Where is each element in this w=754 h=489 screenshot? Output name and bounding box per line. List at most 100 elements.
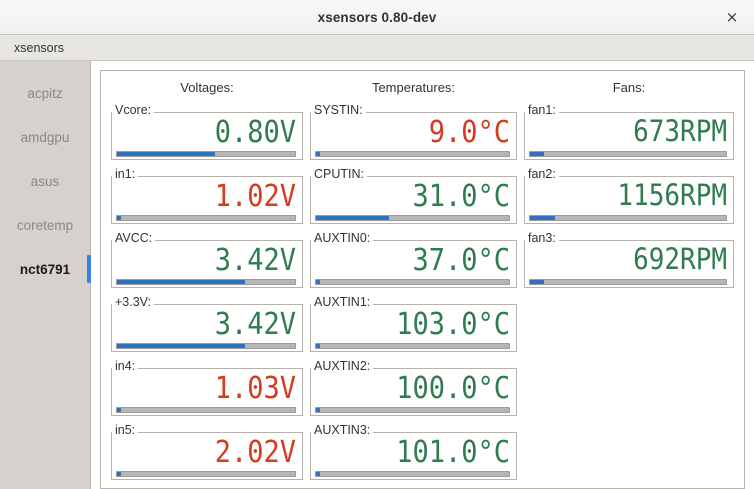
sensor-label: fan1:: [528, 103, 559, 117]
sidebar-item-amdgpu[interactable]: amdgpu: [0, 115, 90, 159]
sensor-readout-box: 101.0°C: [310, 432, 517, 480]
sidebar-item-coretemp[interactable]: coretemp: [0, 203, 90, 247]
sidebar-item-nct6791[interactable]: nct6791: [0, 247, 91, 291]
sensor-label: AUXTIN0:: [314, 231, 374, 245]
sensor-value-lcd: 31.0°C: [412, 179, 510, 214]
sensor-readout-box: 1.03V: [111, 368, 303, 416]
sensor-frame: CPUTIN: 31.0°C: [310, 167, 517, 224]
sensor-progress-bar: [315, 471, 510, 477]
sensor-progress-fill: [316, 280, 320, 284]
sensor-readout-box: 1.02V: [111, 176, 303, 224]
sensor-readout-box: 31.0°C: [310, 176, 517, 224]
sidebar-item-label: amdgpu: [20, 129, 70, 145]
sensor-label: AUXTIN1:: [314, 295, 374, 309]
sensor-label: in1:: [115, 167, 139, 181]
sensor-value-lcd: 673RPM: [633, 115, 727, 149]
sensor-frame: AUXTIN3: 101.0°C: [310, 423, 517, 480]
sensor-value-lcd: 1156RPM: [617, 179, 727, 213]
sensor-value-lcd: 0.80V: [214, 115, 296, 150]
sensor-progress-fill: [316, 344, 320, 348]
sensor-readout-box: 2.02V: [111, 432, 303, 480]
sensor-progress-bar: [529, 279, 727, 285]
column-header-temperatures: Temperatures:: [371, 80, 456, 95]
sidebar-item-label: asus: [30, 173, 60, 189]
sensor-label: AUXTIN3:: [314, 423, 374, 437]
sidebar-item-label: acpitz: [27, 85, 63, 101]
sensor-readout-box: 9.0°C: [310, 112, 517, 160]
sensor-progress-fill: [316, 472, 320, 476]
sensor-progress-bar: [116, 407, 296, 413]
sensor-label: AUXTIN2:: [314, 359, 374, 373]
sensor-frame: AUXTIN1: 103.0°C: [310, 295, 517, 352]
sensor-label: in6:: [115, 487, 139, 488]
sensor-progress-fill: [530, 152, 544, 156]
sensor-label: AVCC:: [115, 231, 156, 245]
sensor-frame: in1: 1.02V: [111, 167, 303, 224]
sensor-value-lcd: 103.0°C: [396, 307, 510, 342]
sensor-label: CPUTIN:: [314, 167, 367, 181]
sensor-frame: fan2: 1156RPM: [524, 167, 734, 224]
sensor-progress-bar: [315, 151, 510, 157]
sensor-progress-fill: [117, 280, 246, 284]
menu-item-xsensors[interactable]: xsensors: [14, 40, 65, 55]
sensor-progress-fill: [316, 216, 390, 220]
sensor-progress-bar: [116, 279, 296, 285]
sensor-readout-box: 673RPM: [524, 112, 734, 160]
column-fans: Fans: fan1: 673RPM fan2: 1156RPM fan3: 692RPM: [524, 77, 734, 488]
sensor-label: fan2:: [528, 167, 559, 181]
sensor-label: in5:: [115, 423, 139, 437]
sensor-frame: fan3: 692RPM: [524, 231, 734, 288]
sensor-progress-fill: [117, 216, 121, 220]
sensor-frame: in4: 1.03V: [111, 359, 303, 416]
sensor-progress-bar: [529, 151, 727, 157]
sensor-progress-bar: [116, 343, 296, 349]
sensor-progress-fill: [316, 408, 320, 412]
chip-sidebar: acpitz amdgpu asus coretemp nct6791: [0, 61, 91, 489]
sensor-value-lcd: 3.42V: [214, 243, 296, 278]
sensor-frame: AUXTIN0: 37.0°C: [310, 231, 517, 288]
sensor-progress-fill: [530, 280, 544, 284]
sensor-readout-box: 37.0°C: [310, 240, 517, 288]
sensor-progress-fill: [117, 408, 121, 412]
window-title: xsensors 0.80-dev: [317, 9, 437, 25]
sensor-value-lcd: 37.0°C: [412, 243, 510, 278]
column-header-fans: Fans:: [612, 80, 646, 95]
sensor-progress-bar: [529, 215, 727, 221]
sensor-progress-fill: [117, 152, 215, 156]
sensor-frame: Vcore: 0.80V: [111, 103, 303, 160]
content-area: acpitz amdgpu asus coretemp nct6791 Voltages…: [0, 61, 754, 489]
sensor-readout-box: 1156RPM: [524, 176, 734, 224]
sensor-label: PECI Agent 0:: [314, 487, 396, 488]
sensor-value-lcd: 2.02V: [214, 435, 296, 470]
sensor-frame: in6:0.00V: [111, 487, 303, 488]
sidebar-item-label: nct6791: [19, 261, 71, 277]
sensor-value-lcd: 9.0°C: [428, 115, 510, 150]
sensor-progress-bar: [315, 407, 510, 413]
sensor-value-lcd: 1.03V: [214, 371, 296, 406]
sensor-readout-box: 103.0°C: [310, 304, 517, 352]
sensor-frame: AUXTIN2: 100.0°C: [310, 359, 517, 416]
sidebar-item-label: coretemp: [16, 217, 74, 233]
sensor-frame: fan1: 673RPM: [524, 103, 734, 160]
sidebar-item-asus[interactable]: asus: [0, 159, 90, 203]
sensor-value-lcd: 3.42V: [214, 307, 296, 342]
sensor-value-lcd: 101.0°C: [396, 435, 510, 470]
sidebar-item-acpitz[interactable]: acpitz: [0, 71, 90, 115]
sensor-progress-bar: [315, 215, 510, 221]
sensor-readout-box: 100.0°C: [310, 368, 517, 416]
sensor-progress-bar: [315, 343, 510, 349]
titlebar: xsensors 0.80-dev ×: [0, 0, 754, 35]
sensor-progress-fill: [530, 216, 556, 220]
sensor-frame: PECI Agent 0:35.5°C: [310, 487, 517, 488]
sensor-progress-bar: [116, 471, 296, 477]
column-voltages: Voltages: Vcore: 0.80V in1: 1.02V AVCC: 3.42V +…: [111, 77, 310, 488]
close-icon[interactable]: ×: [725, 8, 739, 26]
sensor-frame: AVCC: 3.42V: [111, 231, 303, 288]
sensor-value-lcd: 100.0°C: [396, 371, 510, 406]
column-header-voltages: Voltages:: [180, 80, 234, 95]
sensor-readout-box: 0.80V: [111, 112, 303, 160]
sensor-label: in4:: [115, 359, 139, 373]
sensor-frame: in5: 2.02V: [111, 423, 303, 480]
sensor-progress-fill: [117, 344, 246, 348]
